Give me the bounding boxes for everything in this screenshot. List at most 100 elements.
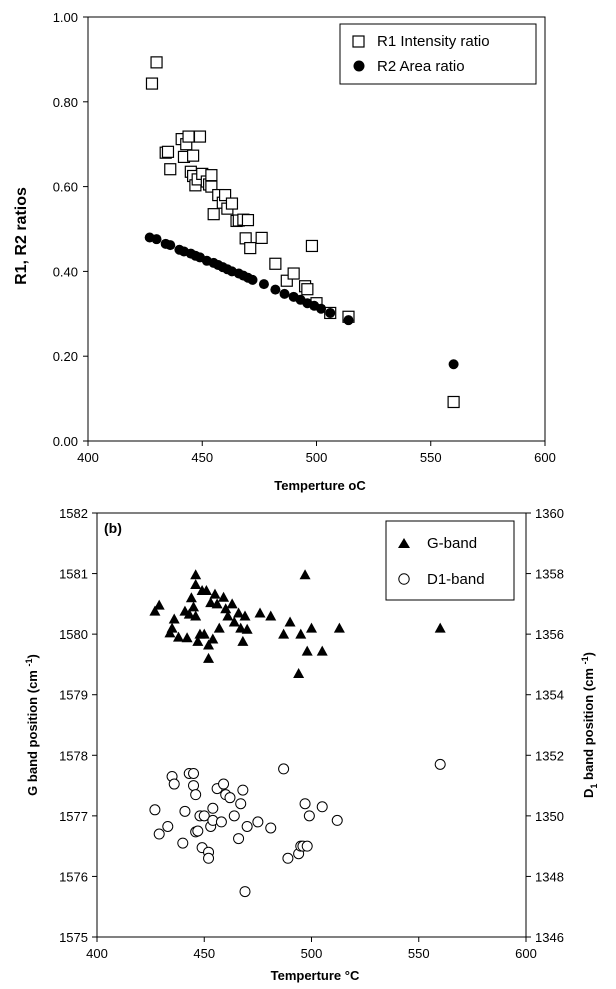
legend-label-g-band: G-band [427,535,477,552]
r2-area-point [165,240,176,251]
d1-band-point [228,810,240,822]
r2-area-point [151,234,162,245]
d1-band-point [218,778,230,790]
r1-intensity-point [193,130,207,143]
d1-band-point [188,767,200,779]
x-tick-label: 450 [193,946,215,961]
g-band-point [284,616,296,627]
y-right-tick-label: 1350 [535,809,564,824]
y-right-tick-label: 1356 [535,627,564,642]
d1-band-point [179,805,191,817]
y-tick-label: 0.60 [53,180,78,195]
g-band-point [190,578,202,589]
g-band-point [228,616,240,627]
x-tick-label: 500 [306,450,328,465]
x-tick-label: 450 [191,450,213,465]
y-right-tick-label: 1352 [535,748,564,763]
y-left-tick-label: 1577 [59,809,88,824]
d1-band-point [215,816,227,828]
g-band-point [149,605,161,616]
y-left-axis-title: G band position (cm -1) [24,654,40,796]
d1-band-point [162,820,174,832]
d1-band-point [316,801,328,813]
g-band-point [301,645,313,656]
d1-band-point [153,828,165,840]
r1-intensity-point [244,241,257,255]
r2-area-point [247,274,258,285]
d1-band-point [190,789,202,801]
g-band-point [207,633,219,644]
r1-intensity-point [280,274,293,287]
x-tick-labels: 400 450 500 550 600 [86,946,537,961]
legend-box [339,23,537,85]
d1-band-point [237,784,249,796]
y-right-tick-label: 1346 [535,930,564,945]
x-axis-title: Temperture oC [274,478,366,493]
r2-area-point [448,359,459,370]
d1-band-point [198,810,210,822]
y-left-tick-label: 1582 [59,506,88,521]
y-tick-label: 0.40 [53,264,78,279]
r1-intensity-point [269,257,282,270]
data-points [149,569,446,898]
legend-marker-r2 [353,60,365,72]
d1-band-point [282,852,294,864]
axis-ticks [83,16,546,446]
g-band-point [200,585,212,596]
chart-panel-r1-r2-ratios: 400 450 500 550 600 0.00 0.20 0.40 0.60 0.80 1.00… [13,10,556,493]
r1-intensity-point [241,213,255,227]
x-tick-label: 550 [408,946,430,961]
g-band-point [211,598,223,609]
g-band-point [203,639,215,650]
y-tick-label: 0.00 [53,434,78,449]
d1-band-point [303,810,315,822]
g-band-point [278,628,290,639]
g-band-point [222,610,234,621]
d1-band-point [278,763,290,775]
d1-band-point [265,822,277,834]
r1-intensity-point [225,197,239,210]
g-band-point [190,569,202,580]
r2-area-point [343,315,354,326]
d1-band-point [239,886,251,898]
d1-band-point [149,804,161,816]
d1-band-point [207,802,219,814]
d1-band-point [233,833,245,845]
d1-band-point [224,792,236,804]
y-left-tick-label: 1581 [59,567,88,582]
y-right-axis-title: D1 band position (cm -1) [580,652,599,798]
g-band-point [192,635,204,646]
data-points [144,56,460,409]
legend-box [385,520,515,601]
d1-band-point [301,840,313,852]
g-band-point [209,588,221,599]
r1-intensity-point [305,239,319,253]
g-band-point [218,591,230,602]
g-band-point [181,632,193,643]
y-right-tick-label: 1348 [535,869,564,884]
d1-band-point [188,780,200,792]
r2-area-point [325,307,336,318]
r2-area-point [258,279,269,290]
r2-area-point [316,303,327,314]
g-band-point [190,610,202,621]
g-band-point [233,607,245,618]
r2-area-point [270,284,281,295]
r1-intensity-point [161,145,175,158]
g-band-point [205,597,217,608]
legend: G-band D1-band [385,520,515,601]
y-right-tick-label: 1354 [535,688,564,703]
legend-label-d1-band: D1-band [427,571,485,588]
y-axis-title: R1, R2 ratios [13,187,30,285]
g-band-point [316,645,328,656]
r1-intensity-point [255,231,268,245]
g-band-point [239,610,251,621]
g-band-point [226,598,238,609]
r1-intensity-point [145,77,159,90]
g-band-point [213,622,225,633]
d1-band-point [241,820,253,832]
y-left-tick-label: 1576 [59,869,88,884]
g-band-point [254,607,266,618]
legend-marker-d1-band [398,573,410,585]
g-band-point [220,603,232,614]
